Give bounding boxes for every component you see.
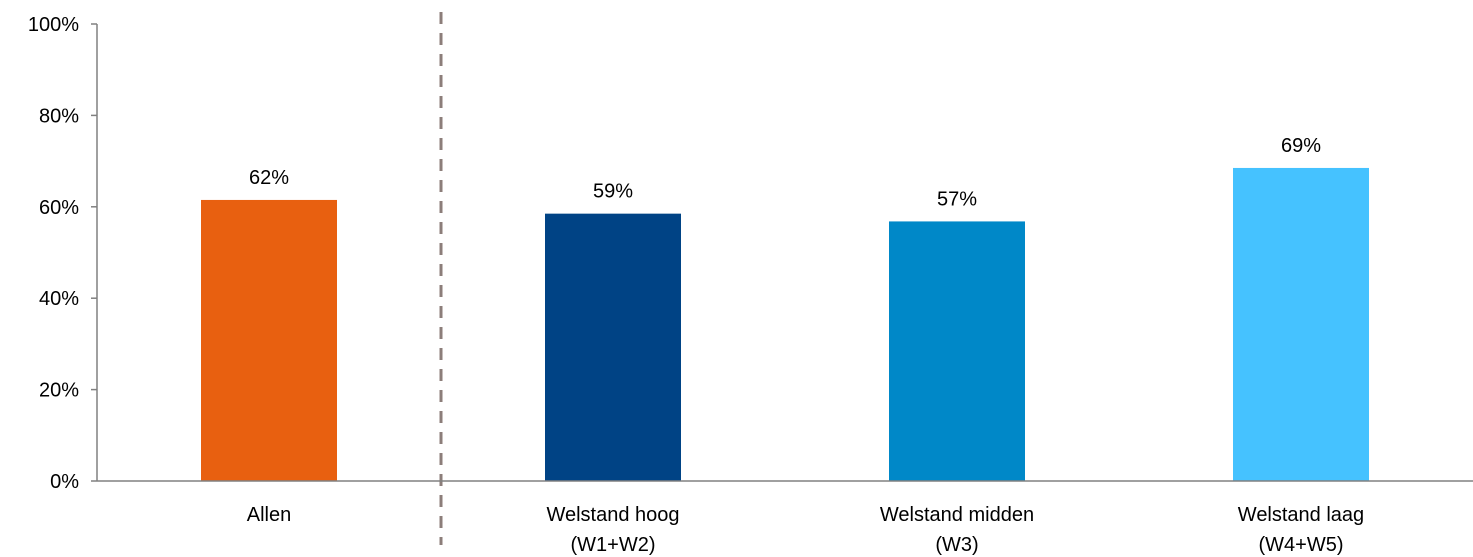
x-category-label: (W1+W2) [571,534,656,556]
y-tick-label: 0% [50,471,79,493]
x-category-label: Welstand hoog [546,504,679,526]
bars [201,167,1369,481]
y-tick-label: 60% [39,197,79,219]
data-label: 59% [593,181,633,203]
data-label: 62% [249,167,289,189]
y-axis: 0% 20% 40% 60% 80% 100% [28,14,98,493]
x-category-label: Allen [247,504,291,526]
data-labels: 62% 59% 57% 69% [249,135,1321,210]
x-category-label: (W3) [935,534,978,556]
y-tick-label: 80% [39,105,79,127]
x-category-label: (W4+W5) [1259,534,1344,556]
data-label: 69% [1281,135,1321,157]
x-category-label: Welstand midden [880,504,1034,526]
bar [1233,167,1369,481]
bar [889,221,1025,481]
bar [201,199,337,481]
y-tick-label: 40% [39,288,79,310]
x-axis: Allen Welstand hoog (W1+W2) Welstand midden… [97,480,1473,556]
y-tick-label: 20% [39,380,79,402]
bar [545,213,681,481]
x-category-label: Welstand laag [1238,504,1364,526]
data-label: 57% [937,188,977,210]
y-tick-label: 100% [28,14,79,36]
